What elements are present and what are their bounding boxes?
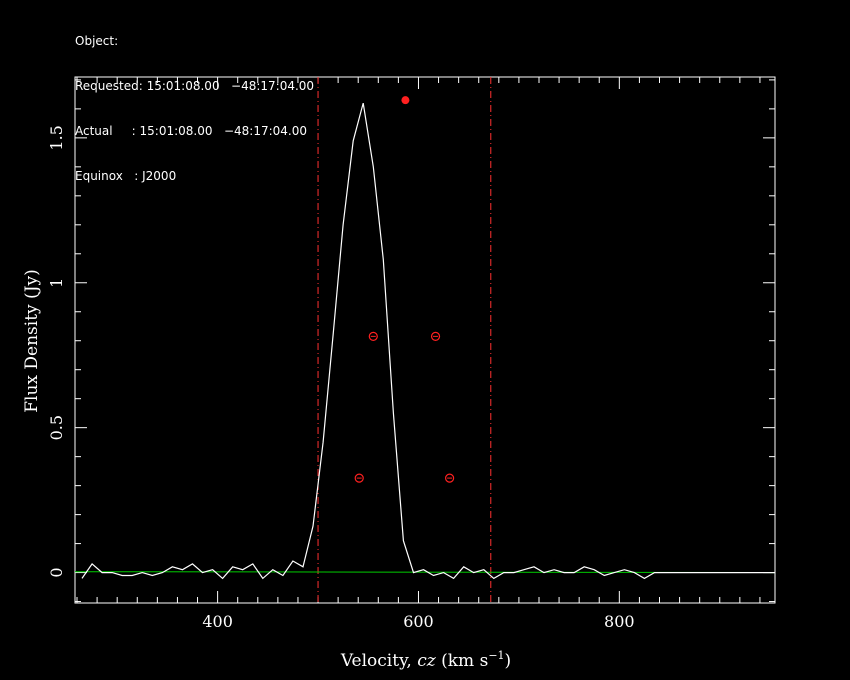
y-tick-label: 0.5 — [47, 415, 66, 440]
x-tick-label: 400 — [202, 612, 233, 631]
spectrum-line — [81, 102, 775, 580]
y-axis-label: Flux Density (Jy) — [22, 269, 42, 413]
half-max-point — [430, 331, 441, 341]
plot-frame — [74, 76, 776, 604]
y-tick-label: 0 — [47, 567, 66, 577]
object-line: Object: — [75, 34, 119, 48]
half-max-point — [368, 331, 378, 341]
requested-coordinates: Requested: 15:01:08.00 −48:17:04.00 — [75, 79, 315, 93]
actual-coordinates: Actual : 15:01:08.00 −48:17:04.00 — [75, 124, 307, 138]
x-axis-label: Velocity, cz (km s−1) — [340, 649, 511, 671]
x-tick-label: 800 — [604, 612, 635, 631]
object-header: Object: Requested: 15:01:08.00 −48:17:04… — [75, 4, 314, 199]
tick-labels: 400 600 800 0 0.5 1 1.5 — [47, 125, 635, 631]
axis-ticks — [75, 77, 775, 603]
peak-point — [401, 96, 410, 105]
width-markers — [354, 96, 455, 483]
y-tick-label: 1.5 — [47, 125, 66, 150]
equinox-line: Equinox : J2000 — [75, 169, 177, 183]
twenty-percent-point — [445, 473, 455, 483]
window-lines — [317, 77, 492, 603]
y-tick-label: 1 — [47, 278, 66, 288]
twenty-percent-point — [354, 473, 364, 483]
x-tick-label: 600 — [403, 612, 434, 631]
